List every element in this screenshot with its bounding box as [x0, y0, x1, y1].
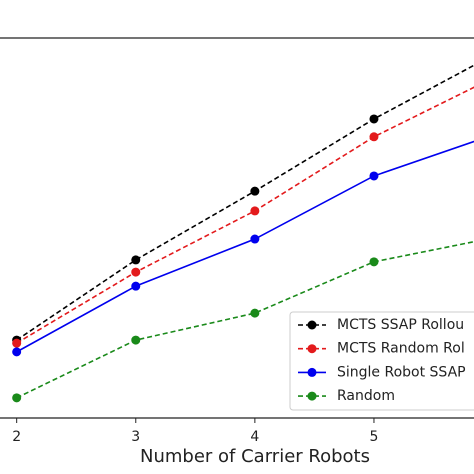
legend-marker — [307, 320, 317, 330]
legend: MCTS SSAP Rollou MCTS Random Rol Single Ro… — [289, 311, 474, 411]
data-point — [131, 281, 141, 291]
legend-label: Random — [337, 388, 395, 404]
data-point — [131, 335, 141, 345]
data-point — [250, 234, 260, 244]
legend-marker — [307, 344, 317, 354]
data-point — [250, 308, 260, 318]
data-point — [250, 206, 260, 216]
series-line — [16, 64, 474, 341]
x-tick-label: 4 — [250, 429, 259, 445]
data-point — [131, 267, 141, 277]
x-tick-label: 2 — [12, 429, 21, 445]
series-line — [16, 86, 474, 344]
x-axis-label: Number of Carrier Robots — [140, 446, 370, 467]
data-point — [131, 255, 141, 265]
data-point — [369, 257, 379, 267]
data-point — [12, 347, 22, 357]
data-point — [12, 393, 22, 403]
data-point — [369, 171, 379, 181]
legend-marker — [307, 391, 317, 401]
legend-marker — [307, 367, 317, 377]
x-tick-label: 3 — [131, 429, 140, 445]
legend-label: MCTS Random Rol — [337, 341, 465, 357]
data-point — [250, 186, 260, 196]
legend-box — [289, 311, 474, 411]
data-point — [369, 114, 379, 124]
x-tick-label: 5 — [369, 429, 378, 445]
legend-label: MCTS SSAP Rollou — [337, 317, 464, 333]
data-point — [369, 132, 379, 142]
legend-label: Single Robot SSAP — [337, 364, 466, 380]
data-point — [12, 338, 22, 348]
series-line — [16, 240, 474, 399]
